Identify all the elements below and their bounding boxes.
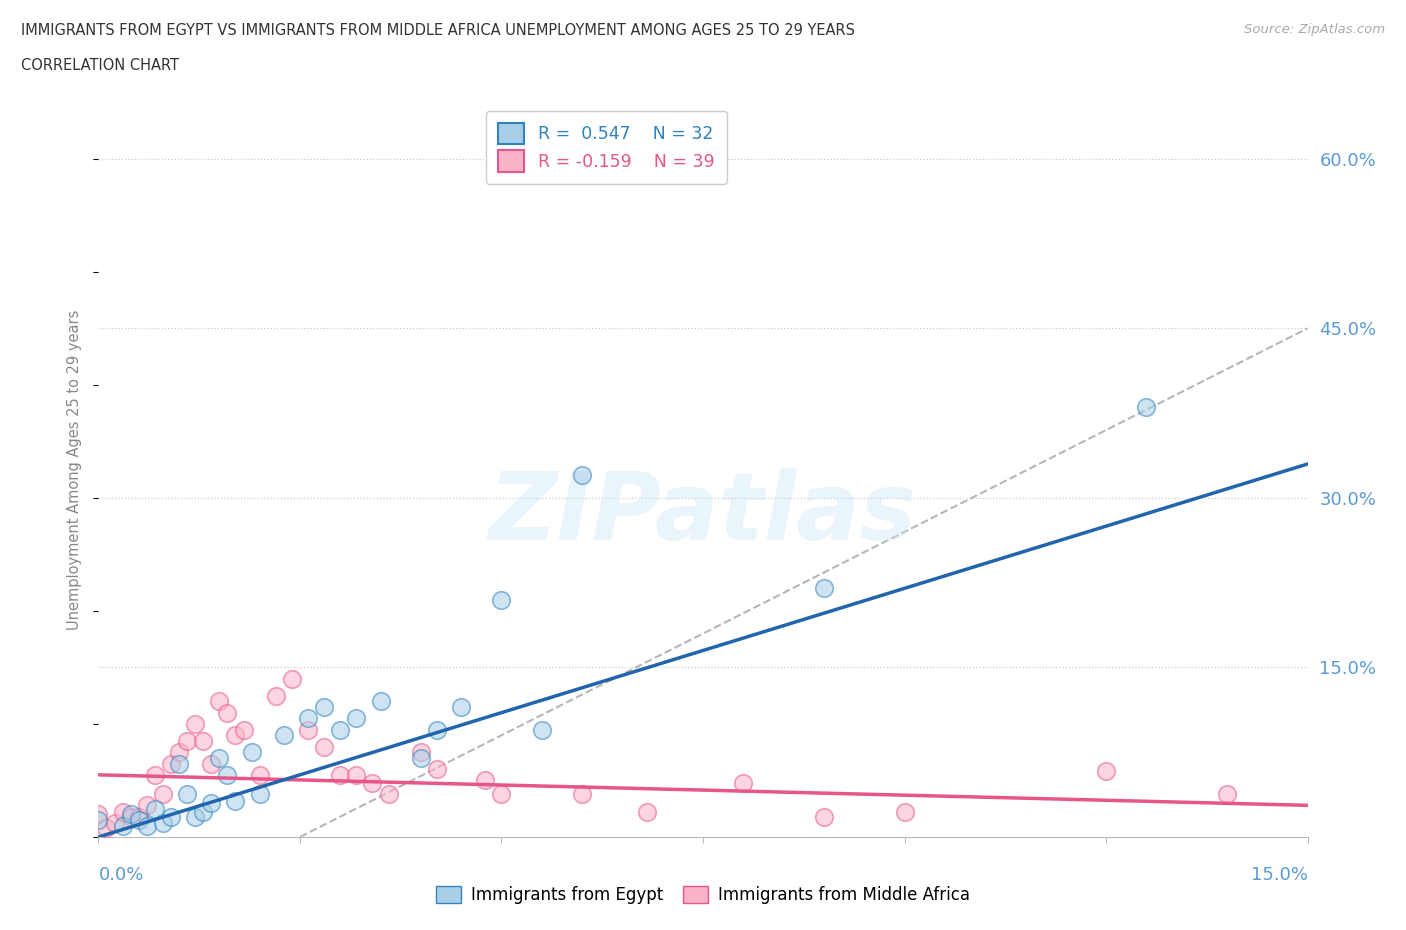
- Point: [1095, 764, 1118, 779]
- Point: [491, 787, 513, 802]
- Point: [240, 745, 263, 760]
- Point: [193, 804, 215, 819]
- Point: [217, 767, 239, 782]
- Point: [264, 688, 287, 703]
- Point: [200, 756, 222, 771]
- Point: [152, 787, 174, 802]
- Point: [813, 809, 835, 824]
- Point: [87, 813, 110, 828]
- Point: [120, 809, 142, 824]
- Point: [426, 723, 449, 737]
- Point: [176, 787, 198, 802]
- Point: [128, 813, 150, 828]
- Point: [344, 767, 367, 782]
- Point: [103, 816, 125, 830]
- Point: [232, 723, 254, 737]
- Point: [120, 807, 142, 822]
- Point: [184, 809, 207, 824]
- Point: [409, 745, 432, 760]
- Point: [281, 671, 304, 686]
- Point: [160, 756, 183, 771]
- Point: [208, 751, 231, 765]
- Point: [893, 804, 915, 819]
- Text: CORRELATION CHART: CORRELATION CHART: [21, 58, 179, 73]
- Point: [474, 773, 496, 788]
- Point: [167, 756, 190, 771]
- Point: [329, 723, 352, 737]
- Point: [152, 816, 174, 830]
- Point: [1135, 400, 1157, 415]
- Point: [111, 818, 134, 833]
- Point: [273, 728, 295, 743]
- Legend: Immigrants from Egypt, Immigrants from Middle Africa: Immigrants from Egypt, Immigrants from M…: [429, 879, 977, 910]
- Point: [128, 809, 150, 824]
- Point: [370, 694, 392, 709]
- Point: [344, 711, 367, 725]
- Point: [571, 787, 593, 802]
- Point: [377, 787, 399, 802]
- Point: [361, 776, 384, 790]
- Point: [200, 796, 222, 811]
- Point: [111, 804, 134, 819]
- Point: [636, 804, 658, 819]
- Point: [813, 581, 835, 596]
- Point: [143, 767, 166, 782]
- Point: [329, 767, 352, 782]
- Point: [1216, 787, 1239, 802]
- Point: [733, 776, 755, 790]
- Point: [135, 818, 157, 833]
- Point: [87, 807, 110, 822]
- Point: [249, 767, 271, 782]
- Point: [314, 699, 336, 714]
- Point: [208, 694, 231, 709]
- Point: [224, 728, 246, 743]
- Text: Source: ZipAtlas.com: Source: ZipAtlas.com: [1244, 23, 1385, 36]
- Point: [167, 745, 190, 760]
- Point: [314, 739, 336, 754]
- Point: [135, 798, 157, 813]
- Point: [217, 705, 239, 720]
- Y-axis label: Unemployment Among Ages 25 to 29 years: Unemployment Among Ages 25 to 29 years: [67, 310, 83, 630]
- Point: [143, 802, 166, 817]
- Point: [426, 762, 449, 777]
- Point: [176, 734, 198, 749]
- Point: [184, 716, 207, 731]
- Point: [297, 723, 319, 737]
- Point: [249, 787, 271, 802]
- Text: 15.0%: 15.0%: [1250, 867, 1308, 884]
- Text: ZIPatlas: ZIPatlas: [489, 468, 917, 560]
- Point: [160, 809, 183, 824]
- Point: [491, 592, 513, 607]
- Point: [224, 793, 246, 808]
- Point: [450, 699, 472, 714]
- Point: [571, 468, 593, 483]
- Point: [297, 711, 319, 725]
- Point: [530, 723, 553, 737]
- Point: [409, 751, 432, 765]
- Text: 0.0%: 0.0%: [98, 867, 143, 884]
- Legend: R =  0.547    N = 32, R = -0.159    N = 39: R = 0.547 N = 32, R = -0.159 N = 39: [486, 111, 727, 184]
- Point: [193, 734, 215, 749]
- Text: IMMIGRANTS FROM EGYPT VS IMMIGRANTS FROM MIDDLE AFRICA UNEMPLOYMENT AMONG AGES 2: IMMIGRANTS FROM EGYPT VS IMMIGRANTS FROM…: [21, 23, 855, 38]
- Point: [96, 820, 118, 835]
